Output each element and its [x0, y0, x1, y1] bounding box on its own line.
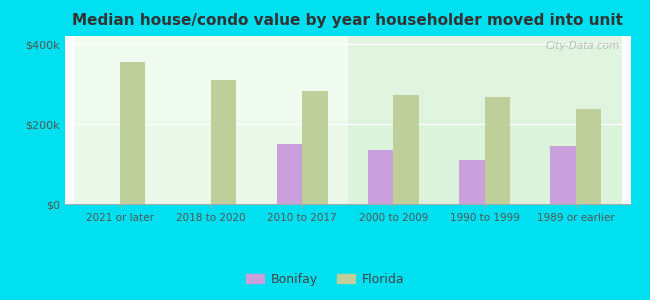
- Bar: [211, 80, 237, 204]
- Bar: [484, 97, 510, 204]
- Bar: [393, 95, 419, 204]
- Bar: [551, 146, 576, 204]
- Bar: [277, 144, 302, 204]
- Text: City-Data.com: City-Data.com: [545, 41, 619, 51]
- Bar: [576, 109, 601, 204]
- Legend: Bonifay, Florida: Bonifay, Florida: [240, 268, 410, 291]
- Bar: [120, 62, 145, 204]
- Bar: [368, 150, 393, 204]
- Bar: [302, 91, 328, 204]
- Bar: [459, 160, 484, 204]
- Title: Median house/condo value by year householder moved into unit: Median house/condo value by year househo…: [72, 13, 623, 28]
